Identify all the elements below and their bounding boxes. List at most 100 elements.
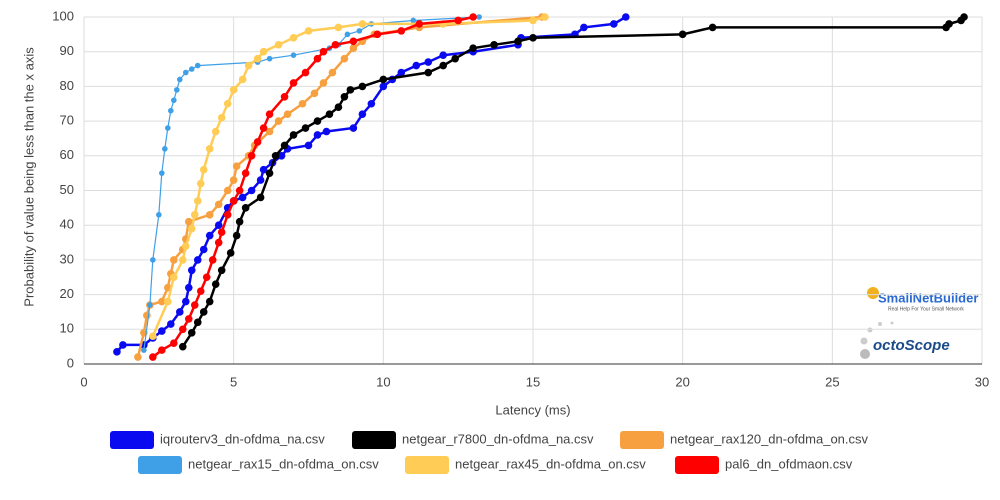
point — [223, 186, 232, 195]
point — [319, 79, 328, 87]
legend-swatch — [352, 431, 396, 449]
point — [193, 197, 202, 205]
point — [184, 315, 193, 323]
point — [113, 348, 121, 356]
point — [173, 87, 180, 93]
point — [202, 273, 211, 282]
point — [277, 152, 286, 160]
legend-swatch — [138, 456, 182, 474]
logo-dot — [860, 337, 868, 345]
point — [244, 61, 253, 70]
point — [253, 54, 262, 63]
point — [290, 52, 297, 58]
point — [313, 117, 322, 125]
point — [158, 327, 166, 335]
point — [340, 54, 349, 63]
logo-dot — [860, 349, 870, 359]
point — [358, 82, 367, 91]
point — [150, 257, 156, 263]
point — [193, 256, 202, 264]
point — [211, 127, 220, 136]
series — [113, 13, 630, 356]
point — [214, 200, 223, 209]
point — [397, 68, 406, 77]
point — [313, 131, 322, 139]
point — [945, 20, 953, 28]
point — [190, 210, 199, 219]
point — [280, 93, 289, 101]
point — [256, 193, 265, 202]
y-tick-label: 50 — [60, 182, 74, 197]
legend-label: netgear_rax15_dn-ofdma_on.csv — [188, 456, 379, 471]
point — [217, 113, 226, 122]
point — [514, 37, 522, 46]
point — [247, 186, 256, 195]
point — [171, 97, 177, 104]
point — [193, 318, 202, 327]
point — [265, 127, 274, 136]
point — [346, 86, 355, 94]
point — [170, 256, 178, 264]
point — [168, 107, 174, 114]
logo-partner: octoScope — [873, 337, 950, 354]
point — [358, 110, 367, 118]
point — [708, 23, 717, 32]
legend-label: netgear_rax45_dn-ofdma_on.csv — [455, 456, 646, 471]
point — [196, 179, 205, 188]
series — [149, 13, 477, 361]
point — [175, 308, 184, 316]
point — [188, 66, 195, 72]
point — [199, 308, 208, 316]
point — [469, 13, 477, 21]
point — [379, 82, 388, 91]
point — [178, 256, 187, 264]
point — [181, 242, 190, 250]
point — [424, 58, 433, 66]
point — [256, 176, 265, 184]
x-tick-label: 15 — [526, 374, 540, 389]
point — [199, 245, 208, 254]
x-tick-label: 20 — [675, 374, 689, 389]
point — [349, 44, 358, 53]
point — [159, 170, 165, 176]
point — [178, 342, 187, 351]
point — [610, 20, 618, 28]
point — [424, 68, 433, 77]
point — [241, 204, 250, 212]
logo-dot — [878, 322, 882, 326]
grid — [83, 16, 983, 365]
point — [319, 47, 328, 56]
point — [196, 287, 205, 295]
point — [226, 249, 235, 257]
point — [229, 86, 238, 94]
y-tick-label: 70 — [60, 113, 74, 128]
point — [301, 68, 310, 77]
point — [194, 62, 201, 69]
point — [199, 165, 208, 174]
point — [451, 54, 459, 63]
point — [289, 131, 298, 139]
point — [476, 14, 482, 20]
point — [313, 54, 322, 63]
point — [214, 238, 223, 247]
point — [274, 117, 283, 125]
point — [170, 339, 178, 347]
logo-dot — [867, 327, 873, 333]
point — [304, 141, 313, 150]
point — [238, 193, 247, 202]
point — [541, 13, 549, 21]
point — [235, 217, 244, 226]
point — [149, 332, 157, 341]
point — [529, 16, 537, 25]
point — [301, 124, 310, 132]
point — [229, 197, 238, 205]
x-tick-label: 25 — [825, 374, 839, 389]
point — [490, 40, 498, 49]
x-tick-label: 30 — [975, 374, 989, 389]
x-tick-label: 0 — [80, 374, 87, 389]
point — [178, 325, 187, 334]
legend-swatch — [110, 431, 154, 449]
point — [176, 76, 183, 83]
series — [141, 14, 482, 353]
point — [373, 30, 382, 39]
